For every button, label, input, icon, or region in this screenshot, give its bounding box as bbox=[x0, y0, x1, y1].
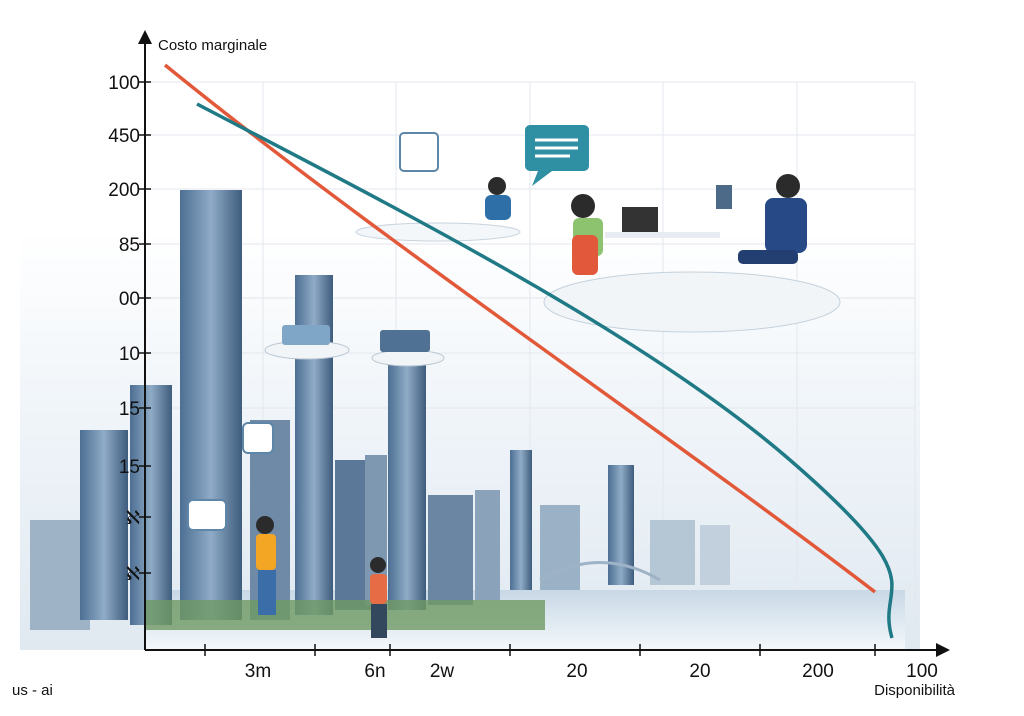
axes bbox=[144, 42, 938, 651]
x-tick-label: 20 bbox=[566, 661, 587, 682]
y-axis-title: Costo marginale bbox=[158, 37, 267, 54]
x-tick-label: 2w bbox=[430, 661, 455, 682]
y-tick-label: 15 bbox=[119, 399, 140, 420]
footer-text: us - ai bbox=[12, 682, 53, 699]
people bbox=[187, 422, 387, 638]
y-tick-label: 100 bbox=[108, 73, 140, 94]
x-tick-label: 20 bbox=[689, 661, 710, 682]
platforms bbox=[264, 125, 841, 367]
x-arrow bbox=[936, 643, 950, 657]
y-tick-label: 85 bbox=[119, 235, 140, 256]
y-tick-label: 10 bbox=[119, 344, 140, 365]
y-tick-label: 15 bbox=[119, 457, 140, 478]
y-tick-label: ℵ bbox=[126, 508, 140, 529]
y-tick-label: 450 bbox=[108, 126, 140, 147]
y-tick-label: ℵ bbox=[126, 564, 140, 585]
x-axis-title: Disponibilità bbox=[874, 682, 956, 699]
y-arrow bbox=[138, 30, 152, 44]
y-tick-label: 00 bbox=[119, 289, 140, 310]
x-tick-label: 6n bbox=[364, 661, 385, 682]
x-tick-label: 200 bbox=[802, 661, 834, 682]
x-tick-label: 100 bbox=[906, 661, 938, 682]
y-tick-label: 200 bbox=[108, 180, 140, 201]
orange-curve bbox=[163, 63, 877, 594]
teal-curve bbox=[196, 102, 894, 639]
skyline bbox=[30, 190, 730, 630]
x-tick-label: 3m bbox=[245, 661, 271, 682]
